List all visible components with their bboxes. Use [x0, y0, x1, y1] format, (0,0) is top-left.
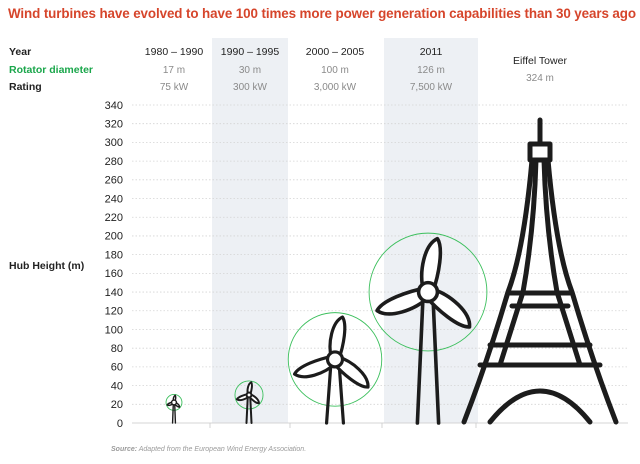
y-tick-label: 340 — [105, 100, 123, 112]
column-rating: 75 kW — [160, 82, 189, 93]
row-label-rotor: Rotator diameter — [9, 64, 93, 76]
turbine — [165, 394, 183, 424]
turbine-tower — [245, 393, 253, 424]
tower-right-inner — [541, 157, 583, 368]
row-label-year: Year — [9, 46, 31, 58]
y-tick-label: 300 — [105, 137, 123, 149]
y-tick-label: 120 — [105, 306, 123, 318]
reference-height: 324 m — [526, 73, 554, 84]
column-band — [384, 38, 478, 423]
y-tick-label: 60 — [111, 362, 123, 374]
y-tick-label: 20 — [111, 399, 123, 411]
y-tick-label: 100 — [105, 324, 123, 336]
y-tick-label: 240 — [105, 193, 123, 205]
turbine-hub — [170, 399, 178, 406]
tower-left-inner — [497, 157, 539, 368]
turbine-tower — [171, 401, 177, 424]
column-period: 2000 – 2005 — [306, 46, 365, 58]
eiffel-tower — [461, 117, 619, 425]
turbine — [368, 232, 488, 425]
turbine-blade — [292, 354, 338, 379]
column-period: 1990 – 1995 — [221, 46, 280, 58]
source-note: Source: Adapted from the European Wind E… — [111, 446, 306, 453]
column-rotor-diameter: 30 m — [239, 65, 261, 76]
y-tick-label: 220 — [105, 212, 123, 224]
column-period: 2011 — [420, 46, 443, 58]
tower-top — [527, 141, 553, 163]
y-tick-label: 320 — [105, 119, 123, 131]
turbine-hub — [416, 280, 440, 304]
rotor-circle — [234, 380, 264, 410]
column-rotor-diameter: 100 m — [321, 65, 349, 76]
turbine-blade — [328, 315, 347, 362]
y-tick-label: 0 — [117, 418, 123, 430]
y-tick-label: 140 — [105, 287, 123, 299]
tower-arch — [487, 388, 593, 425]
source-text: Adapted from the European Wind Energy As… — [138, 446, 307, 453]
y-tick-label: 200 — [105, 231, 123, 243]
y-tick-label: 180 — [105, 249, 123, 261]
rotor-circle — [165, 394, 183, 411]
turbine-tower — [415, 290, 441, 425]
reference-name: Eiffel Tower — [513, 55, 567, 67]
turbine-hub — [325, 350, 345, 369]
y-tick-label: 260 — [105, 175, 123, 187]
rotor-circle — [368, 232, 488, 352]
row-label-rating: Rating — [9, 81, 42, 93]
column-rotor-diameter: 126 m — [417, 65, 445, 76]
row-label-hub: Hub Height (m) — [9, 260, 84, 272]
column-period: 1980 – 1990 — [145, 46, 204, 58]
turbine-blade — [419, 236, 443, 295]
column-rating: 300 kW — [233, 82, 267, 93]
y-tick-label: 280 — [105, 156, 123, 168]
source-label: Source: — [111, 446, 138, 453]
column-rotor-diameter: 17 m — [163, 65, 185, 76]
rotor-circle — [287, 312, 383, 407]
turbine-blade — [375, 285, 432, 316]
turbine — [234, 380, 264, 424]
column-band — [212, 38, 288, 423]
y-tick-label: 160 — [105, 268, 123, 280]
chart-title: Wind turbines have evolved to have 100 t… — [8, 6, 636, 21]
column-rating: 7,500 kW — [410, 82, 453, 93]
column-rating: 3,000 kW — [314, 82, 357, 93]
turbine — [287, 312, 383, 425]
y-tick-label: 40 — [111, 380, 123, 392]
turbine-hub — [245, 391, 253, 399]
y-tick-label: 80 — [111, 343, 123, 355]
